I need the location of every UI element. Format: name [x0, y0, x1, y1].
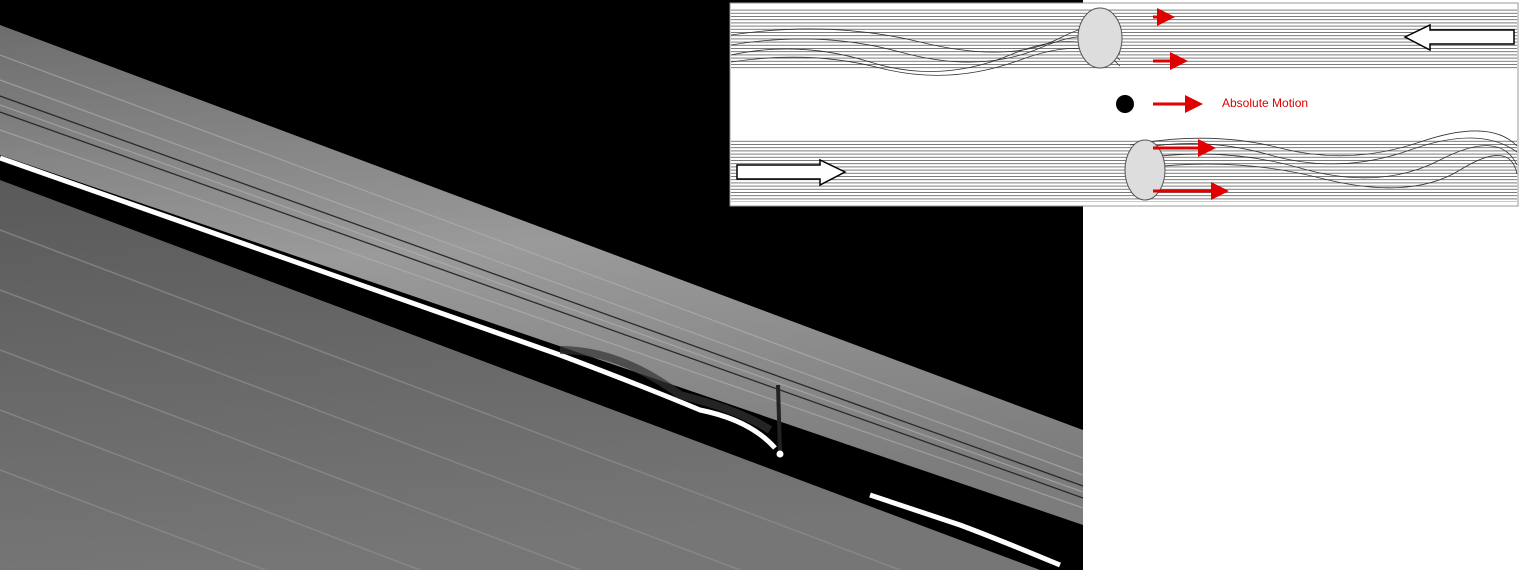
upper-streamlines — [731, 8, 1517, 70]
motion-diagram: Absolute Motion — [730, 3, 1518, 206]
lower-streamlines — [731, 140, 1517, 202]
scene: Absolute Motion — [0, 0, 1520, 570]
moon-shadow — [778, 385, 780, 452]
page: Absolute Motion (() => { const data = JS… — [0, 0, 1520, 570]
upper-loop — [1078, 8, 1122, 68]
moon-pan — [777, 451, 784, 458]
motion-label: Absolute Motion — [1222, 96, 1308, 110]
moon-dot — [1116, 95, 1134, 113]
